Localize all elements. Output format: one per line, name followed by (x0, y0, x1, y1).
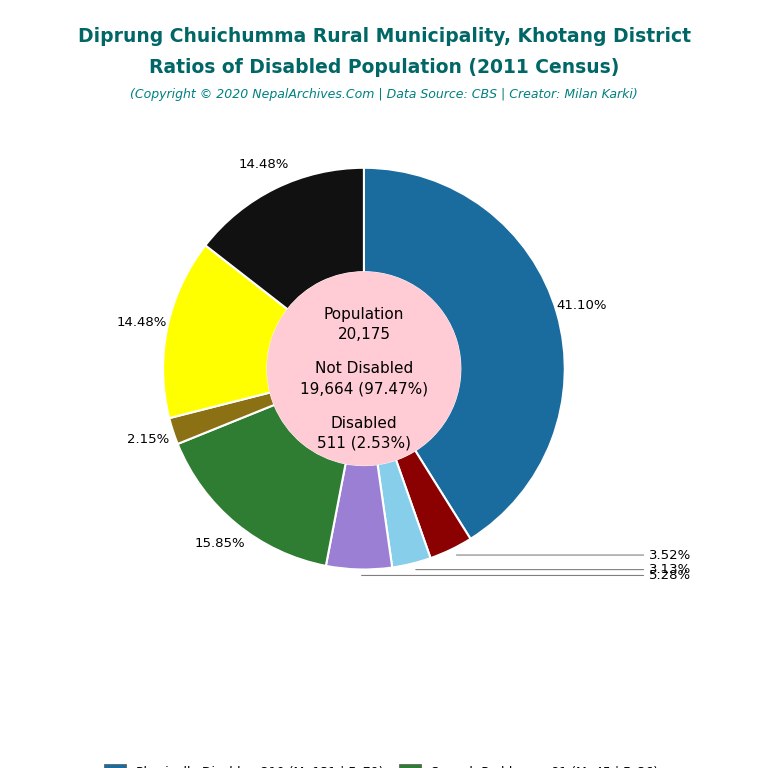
Text: Ratios of Disabled Population (2011 Census): Ratios of Disabled Population (2011 Cens… (149, 58, 619, 77)
Text: 41.10%: 41.10% (557, 300, 607, 313)
Text: 14.48%: 14.48% (239, 158, 290, 171)
Legend: Physically Disable - 210 (M: 131 | F: 79), Blind Only - 74 (M: 44 | F: 30), Deaf: Physically Disable - 210 (M: 131 | F: 79… (104, 764, 664, 768)
Text: 3.13%: 3.13% (415, 563, 691, 576)
Wedge shape (378, 459, 431, 568)
Text: Disabled
511 (2.53%): Disabled 511 (2.53%) (317, 415, 411, 450)
Text: 15.85%: 15.85% (194, 538, 245, 551)
Text: 5.28%: 5.28% (362, 569, 691, 582)
Text: Diprung Chuichumma Rural Municipality, Khotang District: Diprung Chuichumma Rural Municipality, K… (78, 27, 690, 46)
Text: 2.15%: 2.15% (127, 433, 170, 445)
Wedge shape (163, 245, 288, 418)
Wedge shape (205, 167, 364, 310)
Wedge shape (396, 450, 471, 558)
Text: 14.48%: 14.48% (117, 316, 167, 329)
Wedge shape (326, 463, 392, 570)
Wedge shape (364, 167, 564, 539)
Circle shape (267, 272, 460, 465)
Wedge shape (169, 392, 274, 444)
Text: (Copyright © 2020 NepalArchives.Com | Data Source: CBS | Creator: Milan Karki): (Copyright © 2020 NepalArchives.Com | Da… (130, 88, 638, 101)
Wedge shape (177, 405, 346, 566)
Text: Population
20,175: Population 20,175 (324, 307, 404, 342)
Text: Not Disabled
19,664 (97.47%): Not Disabled 19,664 (97.47%) (300, 361, 428, 396)
Text: 3.52%: 3.52% (456, 548, 691, 561)
